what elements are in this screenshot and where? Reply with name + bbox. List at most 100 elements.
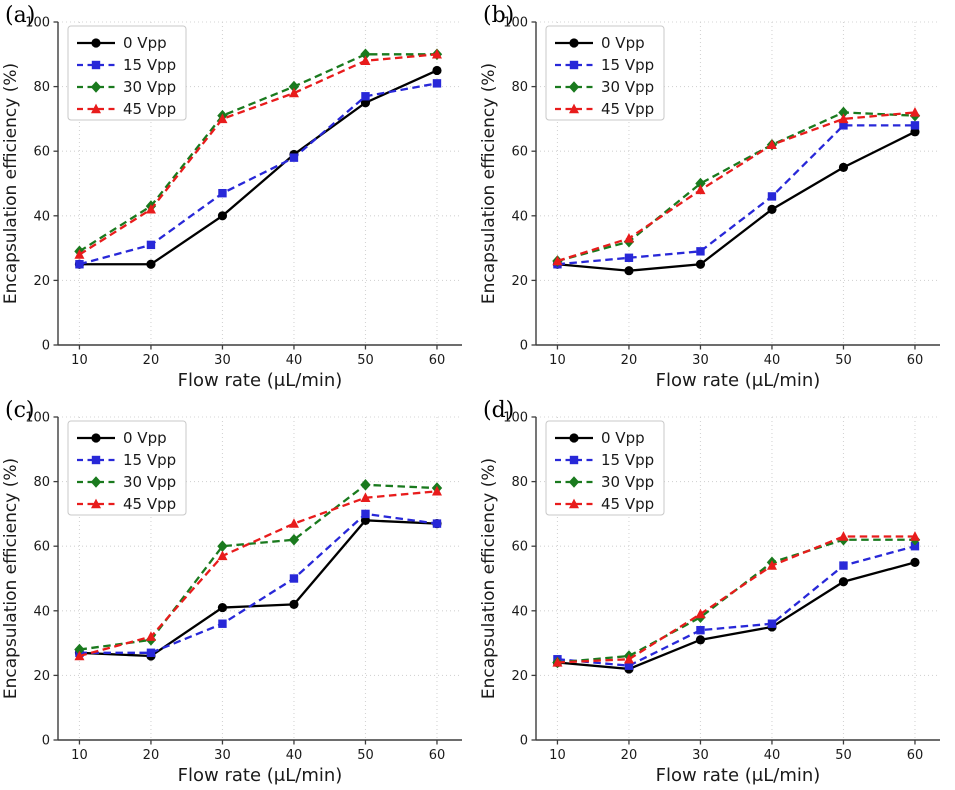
- data-point: [432, 65, 442, 76]
- data-point: [75, 260, 84, 269]
- series-0-vpp: [74, 515, 442, 661]
- y-tick-label: 40: [33, 209, 50, 224]
- data-point: [217, 550, 228, 561]
- x-tick-label: 20: [143, 748, 160, 763]
- x-axis-label: Flow rate (μL/min): [656, 765, 821, 786]
- x-tick-label: 30: [692, 353, 709, 368]
- y-tick-label: 0: [42, 339, 50, 354]
- legend-label: 30 Vpp: [601, 78, 654, 96]
- series-45-vpp: [74, 485, 442, 661]
- series-line: [78, 53, 438, 256]
- legend-item: 15 Vpp: [555, 451, 654, 469]
- data-point: [217, 211, 228, 221]
- data-point: [360, 492, 371, 502]
- data-point: [569, 455, 579, 465]
- legend-label: 15 Vpp: [601, 56, 654, 74]
- data-point: [767, 192, 777, 201]
- chart-panel-c: (c) 10 20 30 40 50 60 0 20 40 60 80 100 Flow rate (μ…: [0, 395, 478, 790]
- legend-item: 0 Vpp: [555, 34, 645, 52]
- y-axis-label: Encapsulation efficiency (%): [479, 458, 499, 699]
- panel-label-c: (c): [5, 398, 35, 423]
- data-point: [910, 121, 920, 130]
- legend-label: 45 Vpp: [601, 100, 654, 118]
- y-tick-label: 60: [33, 540, 50, 555]
- legend-label: 15 Vpp: [123, 56, 176, 74]
- data-point: [217, 602, 228, 613]
- series-line: [79, 483, 438, 651]
- y-tick-label: 60: [511, 145, 528, 160]
- series-45-vpp: [74, 48, 442, 259]
- x-tick-label: 30: [214, 353, 231, 368]
- data-point: [695, 184, 706, 195]
- data-point: [431, 485, 442, 496]
- data-point: [767, 619, 777, 628]
- legend: 0 Vpp 15 Vpp 30 Vpp 45 Vpp: [545, 25, 665, 121]
- x-tick-label: 60: [429, 353, 446, 368]
- x-tick-label: 10: [71, 748, 88, 763]
- data-point: [74, 643, 85, 656]
- data-point: [217, 113, 228, 124]
- data-point: [289, 153, 299, 162]
- data-point: [695, 608, 706, 619]
- series-30-vpp: [552, 533, 921, 669]
- series-30-vpp: [552, 106, 921, 267]
- data-point: [91, 455, 101, 465]
- series-15-vpp: [553, 542, 920, 670]
- data-point: [145, 631, 156, 641]
- data-point: [431, 48, 442, 59]
- legend-label: 45 Vpp: [123, 495, 176, 513]
- data-point: [91, 103, 101, 114]
- y-tick-label: 20: [33, 274, 50, 289]
- x-tick-label: 20: [621, 748, 638, 763]
- y-tick-label: 60: [511, 540, 528, 555]
- series-line: [557, 561, 916, 671]
- legend-item: 30 Vpp: [555, 473, 654, 491]
- legend-item: 0 Vpp: [555, 429, 645, 447]
- legend-item: 0 Vpp: [77, 429, 167, 447]
- data-point: [145, 203, 156, 214]
- data-point: [552, 657, 563, 667]
- panel-label-b: (b): [483, 3, 515, 28]
- data-point: [838, 162, 849, 172]
- data-point: [91, 60, 101, 70]
- x-axis-label: Flow rate (μL/min): [656, 370, 821, 391]
- data-point: [360, 55, 371, 65]
- data-point: [909, 531, 920, 541]
- data-point: [696, 247, 705, 256]
- series-line: [78, 53, 437, 253]
- series-line: [79, 69, 438, 266]
- data-point: [146, 648, 156, 657]
- legend-label: 15 Vpp: [123, 451, 176, 469]
- legend-label: 15 Vpp: [601, 451, 654, 469]
- data-point: [624, 266, 634, 276]
- y-axis-label: Encapsulation efficiency (%): [1, 458, 21, 699]
- series-line: [557, 124, 915, 266]
- x-tick-label: 10: [71, 353, 88, 368]
- series-line: [79, 490, 438, 658]
- legend-label: 0 Vpp: [123, 429, 167, 447]
- legend-box: [545, 25, 665, 121]
- data-point: [696, 625, 705, 635]
- y-tick-label: 80: [33, 80, 50, 95]
- y-tick-label: 100: [25, 16, 50, 31]
- x-axis-label: Flow rate (μL/min): [178, 370, 343, 391]
- x-tick-label: 50: [835, 353, 852, 368]
- x-tick-label: 20: [143, 353, 160, 368]
- data-point: [146, 240, 156, 250]
- data-point: [288, 80, 300, 93]
- y-tick-label: 0: [520, 734, 528, 749]
- data-point: [838, 113, 849, 124]
- series-15-vpp: [75, 79, 442, 269]
- series-line: [79, 82, 438, 266]
- data-point: [360, 479, 371, 491]
- y-tick-label: 100: [503, 411, 528, 426]
- chart-panel-a: (a) 10 20 30 40 50 60 0 20 40 60 80 100 Flow rate (μ…: [0, 0, 478, 395]
- series-line: [557, 538, 915, 664]
- data-point: [91, 498, 101, 509]
- data-point: [569, 498, 579, 509]
- legend-label: 45 Vpp: [123, 100, 176, 118]
- legend-box: [67, 25, 187, 121]
- series-line: [79, 519, 438, 658]
- legend-label: 0 Vpp: [123, 34, 167, 52]
- y-tick-label: 100: [25, 411, 50, 426]
